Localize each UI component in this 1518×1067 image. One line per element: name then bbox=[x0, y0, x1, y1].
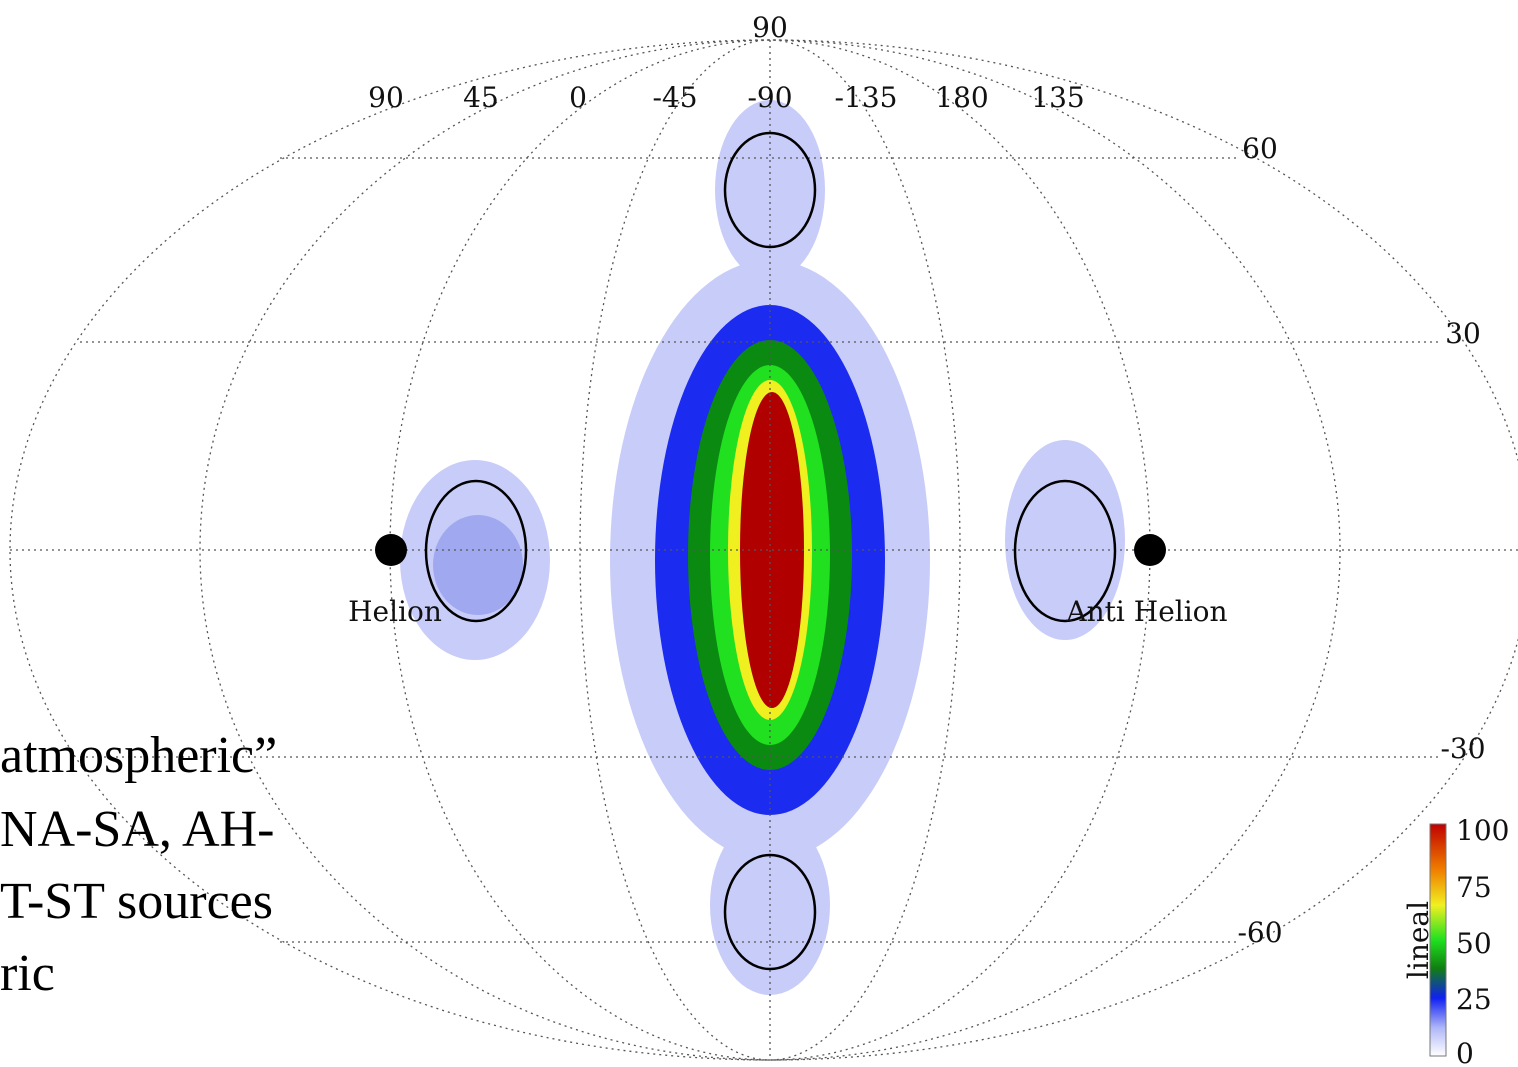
text-line: NA-SA, AH- bbox=[0, 801, 274, 858]
longitude-label: 90 bbox=[368, 81, 404, 114]
longitude-label: 180 bbox=[935, 81, 988, 114]
longitude-label: -90 bbox=[747, 81, 792, 114]
colorbar-tick: 50 bbox=[1456, 927, 1492, 960]
heatmap bbox=[400, 100, 1125, 995]
latitude-label: -60 bbox=[1237, 916, 1282, 949]
colorbar-tick: 100 bbox=[1456, 814, 1509, 847]
text-line: T-ST sources bbox=[0, 873, 273, 930]
latitude-label: -30 bbox=[1440, 732, 1485, 765]
text-line: ric bbox=[0, 945, 55, 1002]
marker-label: Anti Helion bbox=[1065, 595, 1227, 628]
colorbar-tick: 25 bbox=[1456, 983, 1492, 1016]
text-line: atmospheric” bbox=[0, 727, 277, 784]
colorbar bbox=[1429, 823, 1447, 1057]
longitude-label: -45 bbox=[652, 81, 697, 114]
colorbar-tick: 0 bbox=[1456, 1037, 1474, 1067]
latitude-label: 60 bbox=[1242, 132, 1278, 165]
marker-label: Helion bbox=[348, 595, 442, 628]
longitude-label: 0 bbox=[569, 81, 587, 114]
longitude-label: -135 bbox=[835, 81, 898, 114]
regions bbox=[375, 131, 1166, 971]
top-label: 90 bbox=[752, 11, 788, 44]
longitude-label: 45 bbox=[463, 81, 499, 114]
colorbar-tick: 75 bbox=[1456, 871, 1492, 904]
latitude-label: 30 bbox=[1445, 317, 1481, 350]
longitude-label: 135 bbox=[1031, 81, 1084, 114]
